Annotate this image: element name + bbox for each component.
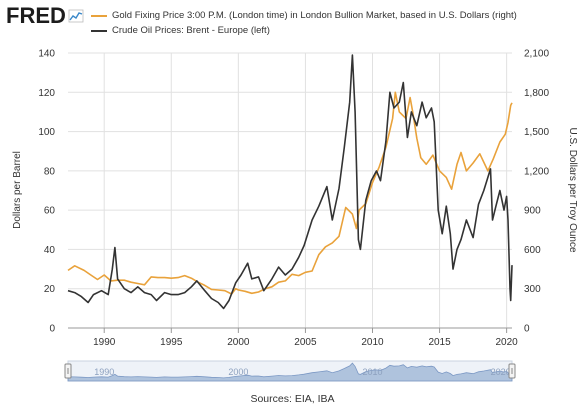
navigator-tick-label: 1990 xyxy=(94,367,114,377)
series-layer xyxy=(67,54,513,310)
y-left-tick-label: 40 xyxy=(44,245,56,256)
x-tick-label: 2020 xyxy=(496,337,519,348)
y-left-tick-label: 120 xyxy=(38,88,55,99)
series-line-gold xyxy=(67,91,513,295)
y-right-tick-label: 300 xyxy=(524,284,541,295)
source-note: Sources: EIA, IBA xyxy=(250,393,335,405)
y-right-axis-title: U.S. Dollars per Troy Ounce xyxy=(567,127,578,252)
x-tick-label: 2000 xyxy=(227,337,250,348)
y-right-tick-label: 0 xyxy=(524,324,530,335)
y-right-ticks: 0 300 600 900 1,200 1,500 1,800 2,100 xyxy=(524,49,549,335)
chart-svg[interactable]: 0 20 40 60 80 100 120 140 0 300 600 900 1,200 1,500 1… xyxy=(0,0,585,392)
fred-logo-text: FRED xyxy=(6,4,66,26)
y-right-tick-label: 1,200 xyxy=(524,166,549,177)
legend-label-gold: Gold Fixing Price 3:00 P.M. (London time… xyxy=(112,10,517,21)
navigator-tick-label: 2020 xyxy=(491,367,511,377)
navigator-series-area xyxy=(67,362,513,382)
y-left-tick-label: 100 xyxy=(38,127,55,138)
legend-swatch-oil xyxy=(91,30,107,32)
y-left-tick-label: 20 xyxy=(44,284,56,295)
navigator-tick-label: 2010 xyxy=(362,367,382,377)
y-right-tick-label: 900 xyxy=(524,206,541,217)
x-ticks: 1990 1995 2000 2005 2010 2015 2020 xyxy=(93,328,518,348)
y-left-tick-label: 60 xyxy=(44,206,56,217)
legend-label-oil: Crude Oil Prices: Brent - Europe (left) xyxy=(112,25,270,36)
y-left-axis-title: Dollars per Barrel xyxy=(12,151,23,229)
y-right-tick-label: 1,800 xyxy=(524,88,549,99)
y-right-tick-label: 600 xyxy=(524,245,541,256)
y-left-tick-label: 140 xyxy=(38,49,55,60)
series-line-oil xyxy=(67,54,513,310)
range-navigator[interactable]: 1990 2000 2010 2020 xyxy=(64,360,516,382)
x-tick-label: 2010 xyxy=(361,337,384,348)
x-tick-label: 2015 xyxy=(428,337,451,348)
y-left-ticks: 0 20 40 60 80 100 120 140 xyxy=(38,49,55,335)
navigator-tick-label: 2000 xyxy=(228,367,248,377)
x-tick-label: 1995 xyxy=(160,337,183,348)
plot-background xyxy=(68,53,512,328)
fred-logo-graph-icon xyxy=(68,9,84,23)
y-left-tick-label: 0 xyxy=(49,324,55,335)
x-tick-label: 2005 xyxy=(294,337,317,348)
fred-logo[interactable]: FRED xyxy=(6,3,86,31)
legend-swatch-gold xyxy=(91,15,107,17)
y-right-tick-label: 2,100 xyxy=(524,49,549,60)
y-left-tick-label: 80 xyxy=(44,166,56,177)
x-tick-label: 1990 xyxy=(93,337,116,348)
grid xyxy=(68,52,512,329)
y-right-tick-label: 1,500 xyxy=(524,127,549,138)
